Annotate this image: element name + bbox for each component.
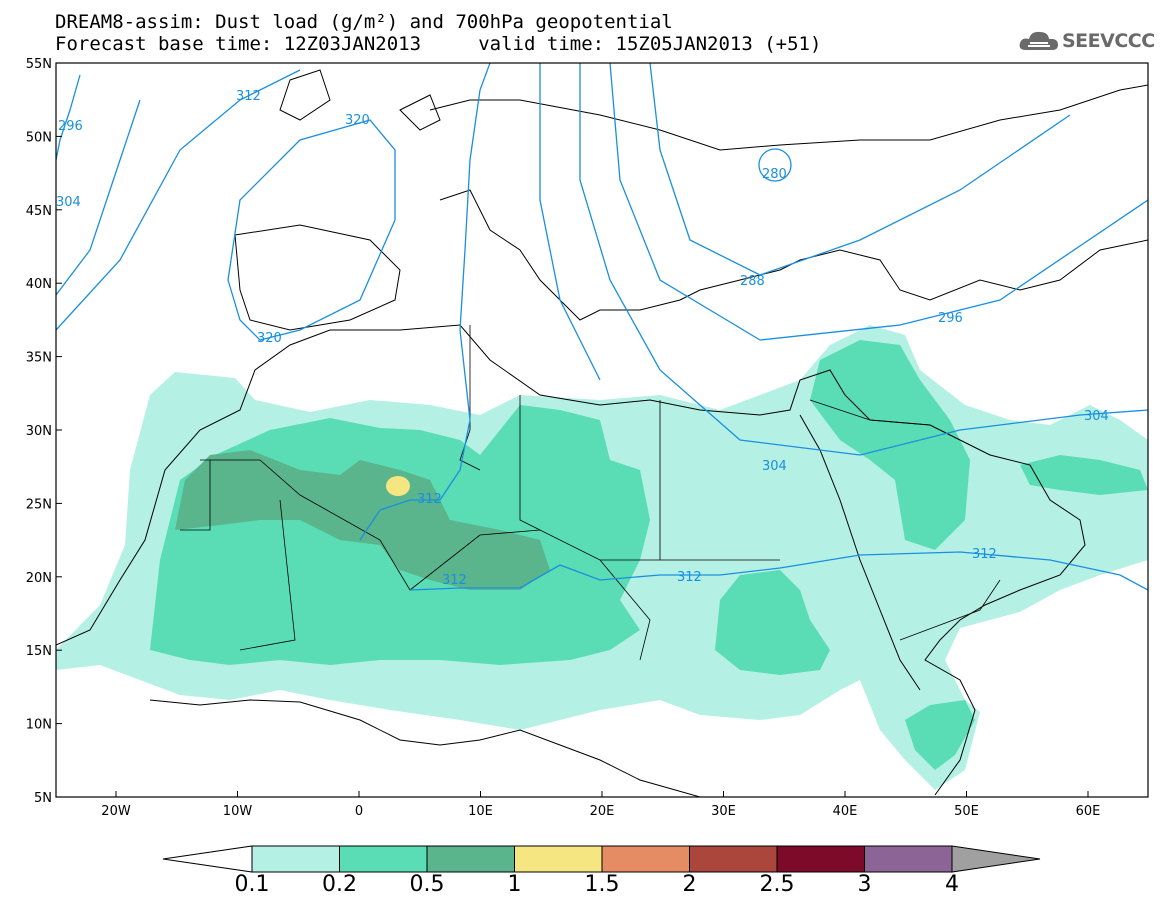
contour-label: 312 — [677, 570, 702, 585]
contour-labels: 296 312 320 304 320 312 280 288 296 304 … — [56, 89, 1109, 588]
dust-region-medium-horn — [905, 700, 975, 770]
colorbar-label: 1.5 — [584, 872, 620, 897]
contour-label: 320 — [257, 331, 282, 346]
chart-title-line1: DREAM8-assim: Dust load (g/m²) and 700hP… — [55, 11, 673, 33]
lon-label: 0 — [355, 804, 363, 819]
contour-label: 312 — [236, 89, 261, 104]
lat-label: 20N — [26, 571, 52, 586]
contour-312-sahara — [359, 63, 491, 541]
contour-label: 280 — [762, 167, 787, 182]
lon-label: 60E — [1076, 804, 1101, 819]
contour-label: 304 — [762, 459, 787, 474]
contour-label: 312 — [417, 492, 442, 507]
contour-label: 304 — [1084, 409, 1109, 424]
colorbar-label: 0.2 — [322, 872, 357, 897]
colorbar-label: 0.5 — [409, 872, 445, 897]
contour-label: 320 — [345, 113, 370, 128]
contour-296-west — [56, 74, 81, 161]
colorbar-box — [689, 845, 778, 873]
dust-region-medium-gulf — [1020, 455, 1148, 495]
lon-label: 50E — [954, 804, 979, 819]
contour-label: 312 — [442, 573, 467, 588]
colorbar-label: 0.1 — [234, 872, 270, 897]
colorbar-box — [251, 845, 340, 873]
logo-text: SEEVCCC — [1062, 30, 1155, 52]
contour-label: 312 — [972, 547, 997, 562]
contour-304-east — [579, 63, 1148, 456]
longitude-axis: 20W 10W 0 10E 20E 30E 40E 50E 60E — [101, 791, 1100, 819]
colorbar-box — [601, 845, 690, 873]
lon-label: 20E — [590, 804, 615, 819]
colorbar-box — [776, 845, 865, 873]
dust-region-dark — [175, 450, 550, 590]
lat-label: 30N — [26, 424, 52, 439]
colorbar-box — [339, 845, 428, 873]
lon-label: 20W — [101, 804, 131, 819]
contour-320-loop — [227, 119, 396, 341]
contour-304-west — [56, 99, 141, 296]
contour-320-sahara — [539, 63, 601, 381]
contour-312-south — [409, 551, 1148, 591]
lat-label: 35N — [26, 351, 52, 366]
lon-label: 40E — [833, 804, 858, 819]
latitude-axis: 55N 50N 45N 40N 35N 30N 25N 20N 15N 10N 5N — [26, 57, 62, 806]
lat-label: 50N — [26, 130, 52, 145]
lat-label: 25N — [26, 497, 52, 512]
contour-312-west — [56, 69, 301, 331]
lat-label: 55N — [26, 57, 52, 72]
contour-296-east — [609, 63, 1148, 341]
country-borders — [180, 325, 1001, 661]
lon-label: 10E — [468, 804, 493, 819]
lat-label: 15N — [26, 644, 52, 659]
colorbar-label: 4 — [945, 872, 959, 897]
colorbar-label: 2.5 — [759, 872, 795, 897]
contour-label: 296 — [58, 119, 83, 134]
lon-label: 30E — [711, 804, 736, 819]
colorbar-box — [514, 845, 603, 873]
contour-label: 296 — [938, 311, 963, 326]
colorbar-label: 1 — [507, 872, 522, 897]
lat-label: 5N — [34, 791, 52, 806]
colorbar-high-arrow — [951, 845, 1041, 873]
colorbar-low-arrow — [162, 845, 253, 873]
contour-280 — [758, 148, 792, 182]
chart-title-line2: Forecast base time: 12Z03JAN2013 valid t… — [55, 33, 822, 55]
lat-label: 40N — [26, 277, 52, 292]
cloud-icon — [1019, 31, 1058, 50]
seevccc-logo: SEEVCCC — [1018, 26, 1155, 56]
geopotential-contours — [56, 63, 1148, 591]
contour-288 — [649, 63, 1071, 276]
contour-label: 304 — [56, 195, 81, 210]
dust-region-medium-africa-east — [715, 570, 830, 675]
lat-label: 45N — [26, 204, 52, 219]
lon-label: 10W — [223, 804, 253, 819]
dust-region-high — [386, 476, 410, 496]
colorbar-box — [426, 845, 515, 873]
colorbar-label: 2 — [682, 872, 697, 897]
lat-label: 10N — [26, 718, 52, 733]
colorbar-label: 3 — [857, 872, 872, 897]
dust-region-medium-east — [810, 340, 970, 550]
contour-label: 288 — [740, 274, 765, 289]
colorbar-box — [864, 845, 953, 873]
